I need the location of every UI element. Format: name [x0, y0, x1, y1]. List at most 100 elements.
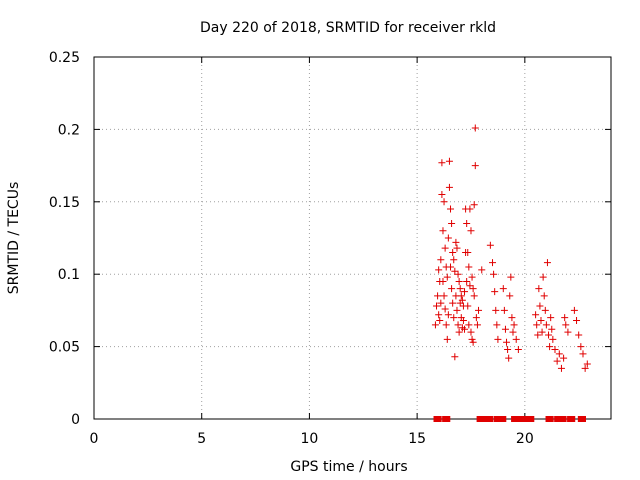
chart-title: Day 220 of 2018, SRMTID for receiver rkl… [200, 20, 496, 36]
data-point [470, 292, 478, 300]
data-point [542, 321, 550, 329]
data-point [455, 328, 463, 336]
data-point [551, 345, 559, 353]
data-point [538, 328, 546, 336]
data-point [500, 306, 508, 314]
data-point [557, 364, 565, 372]
data-point [464, 248, 472, 256]
x-tick-label: 5 [197, 431, 206, 447]
data-point [439, 227, 447, 235]
data-point [447, 205, 455, 213]
data-point [546, 343, 554, 351]
data-point [575, 331, 583, 339]
data-point [444, 234, 452, 242]
data-point [549, 335, 557, 343]
data-point [540, 292, 548, 300]
data-point [466, 282, 474, 290]
data-point [536, 302, 544, 310]
data-point [434, 292, 442, 300]
data-point [473, 321, 481, 329]
data-point [562, 321, 570, 329]
data-point [444, 311, 452, 319]
x-axis-label: GPS time / hours [290, 459, 407, 475]
data-point-square [500, 416, 507, 422]
data-point [469, 285, 477, 293]
data-point [491, 288, 499, 296]
data-point-square [579, 416, 586, 422]
x-tick-label: 15 [408, 431, 426, 447]
data-point [451, 353, 459, 361]
data-point [453, 306, 461, 314]
data-point [581, 364, 589, 372]
y-tick-label: 0.15 [49, 195, 80, 211]
data-point [547, 314, 555, 322]
data-point [548, 325, 556, 333]
data-point [457, 292, 465, 300]
data-point-square [435, 416, 442, 422]
data-point [464, 302, 472, 310]
data-point [453, 244, 461, 252]
data-point [577, 343, 585, 351]
plot-area-frame [93, 56, 612, 420]
data-point [461, 288, 469, 296]
data-point [501, 325, 509, 333]
data-point [543, 259, 551, 267]
data-point [509, 328, 517, 336]
data-point [470, 201, 478, 209]
data-point [514, 345, 522, 353]
data-point [461, 325, 469, 333]
data-point-square [547, 416, 554, 422]
data-point [448, 285, 456, 293]
y-tick-label: 0.25 [49, 50, 80, 66]
data-point [449, 248, 457, 256]
data-point [445, 183, 453, 191]
data-point [463, 277, 471, 285]
grid [94, 57, 611, 419]
data-point [452, 238, 460, 246]
data-point [505, 354, 513, 362]
data-point [560, 354, 568, 362]
data-point [463, 220, 471, 228]
data-point [449, 299, 457, 307]
data-point [468, 273, 476, 281]
data-point [437, 299, 445, 307]
data-point [537, 317, 545, 325]
data-point [436, 317, 444, 325]
data-point [455, 277, 463, 285]
data-point [443, 273, 451, 281]
data-point [448, 220, 456, 228]
data-point [438, 191, 446, 199]
data-point [494, 335, 502, 343]
data-point [532, 311, 540, 319]
data-point [471, 124, 479, 132]
data-point [469, 338, 477, 346]
data-point [478, 266, 486, 274]
data-point [510, 321, 518, 329]
data-point [570, 306, 578, 314]
data-point [447, 263, 455, 271]
data-point [486, 241, 494, 249]
data-point [534, 331, 542, 339]
data-point [454, 270, 462, 278]
data-point [433, 302, 441, 310]
data-point [579, 350, 587, 358]
data-point [435, 311, 443, 319]
data-point [465, 321, 473, 329]
data-point [472, 314, 480, 322]
axis-ticks: 0 5 10 15 20 0 0.05 0.1 0.15 0.2 0.25 [49, 50, 611, 447]
data-point [535, 285, 543, 293]
data-point [456, 285, 464, 293]
data-point-square [487, 416, 494, 422]
data-point [541, 306, 549, 314]
data-point [555, 350, 563, 358]
y-axis-label: SRMTID / TECUs [6, 182, 22, 295]
y-tick-label: 0.2 [58, 122, 80, 138]
data-point [583, 360, 591, 368]
data-point [441, 305, 449, 313]
y-tick-label: 0.05 [49, 340, 80, 356]
data-point [503, 338, 511, 346]
x-tick-label: 0 [90, 431, 99, 447]
data-point [439, 277, 447, 285]
data-points [431, 124, 591, 422]
data-point [465, 263, 473, 271]
